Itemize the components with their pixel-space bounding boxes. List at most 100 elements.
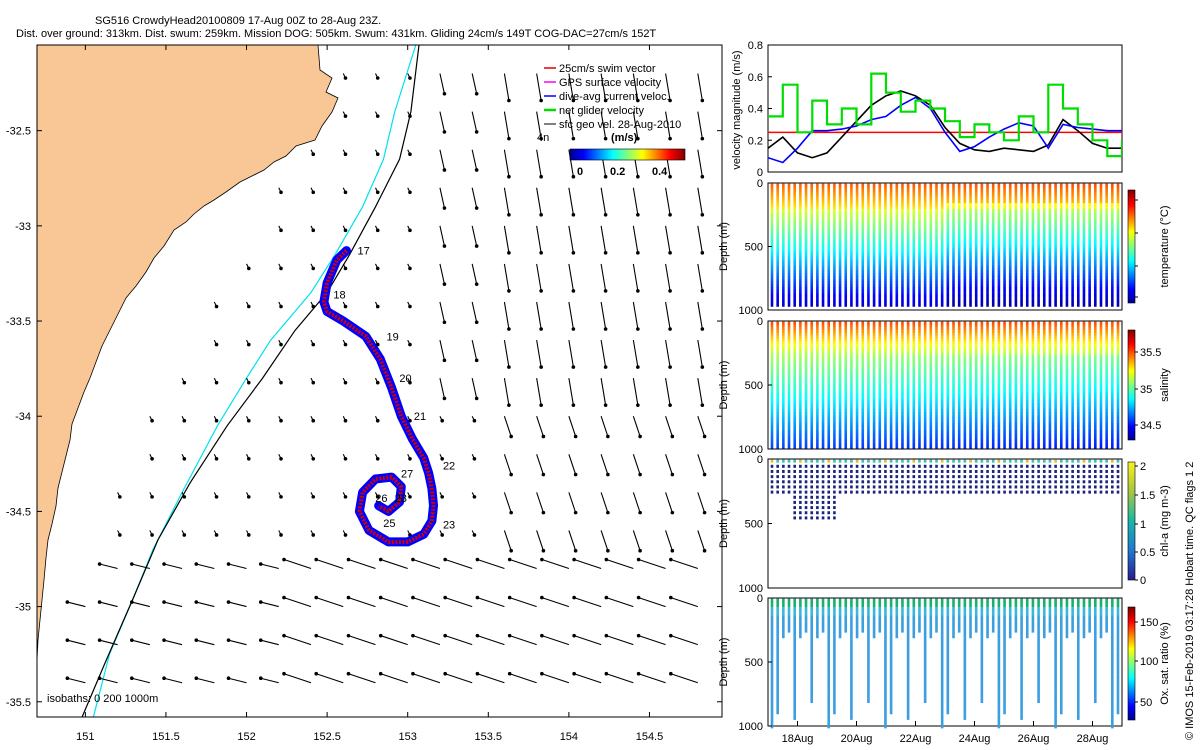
data-point	[1116, 300, 1120, 304]
data-point	[816, 425, 819, 429]
velocity-arrow-head	[668, 289, 672, 293]
data-point	[1082, 245, 1086, 249]
data-point	[946, 194, 950, 198]
data-point	[884, 228, 887, 232]
data-point	[799, 300, 802, 304]
data-point	[918, 358, 921, 362]
data-point	[844, 292, 848, 296]
data-point	[1008, 267, 1012, 271]
data-point	[804, 380, 808, 384]
data-point	[810, 431, 814, 435]
data-point	[918, 267, 921, 271]
data-point	[963, 250, 967, 254]
velocity-arrow-head	[573, 434, 578, 439]
data-point	[1111, 194, 1114, 198]
data-point	[1014, 245, 1018, 249]
data-point	[844, 222, 848, 226]
data-point	[1037, 295, 1040, 299]
data-point	[929, 203, 933, 207]
data-point	[1094, 245, 1097, 249]
data-point	[833, 192, 836, 196]
data-point	[1025, 242, 1029, 246]
data-point	[901, 219, 904, 223]
data-point	[1065, 281, 1069, 285]
data-point	[929, 242, 933, 246]
data-point	[804, 414, 808, 418]
data-point	[1082, 250, 1086, 254]
data-point	[923, 267, 927, 271]
data-point	[1008, 203, 1012, 207]
data-point	[935, 321, 938, 325]
velocity-arrow	[439, 301, 445, 323]
data-point	[980, 284, 984, 288]
data-point	[918, 423, 921, 427]
data-point	[810, 284, 814, 288]
data-point	[940, 408, 944, 412]
surface-velocity-vectors	[65, 73, 707, 684]
data-point	[918, 183, 921, 187]
data-point	[974, 247, 978, 251]
data-point	[770, 335, 774, 339]
data-point	[1020, 233, 1023, 237]
data-point	[793, 205, 796, 209]
data-point	[816, 303, 819, 307]
data-point	[889, 417, 893, 421]
data-point	[895, 259, 899, 263]
data-point	[1048, 231, 1052, 235]
data-point	[1088, 205, 1091, 209]
data-point	[861, 300, 865, 304]
data-point	[844, 189, 848, 193]
data-point	[1105, 236, 1108, 240]
data-point	[867, 330, 870, 334]
velocity-arrow-head	[474, 130, 479, 134]
data-point	[855, 289, 859, 293]
data-point	[804, 341, 808, 345]
data-point	[986, 203, 989, 207]
data-point	[827, 219, 831, 223]
velocity-arrow-head	[475, 671, 480, 676]
data-point	[946, 278, 950, 282]
temperature-y-tick-label: 1000	[739, 305, 763, 317]
data-point	[816, 211, 819, 215]
data-point	[1059, 303, 1063, 307]
data-point	[878, 434, 882, 438]
data-point	[884, 321, 887, 325]
data-point	[833, 219, 836, 223]
data-point	[821, 375, 825, 379]
data-point	[770, 442, 774, 446]
data-point	[838, 386, 842, 390]
velocity-arrow-head	[603, 327, 608, 331]
data-point	[889, 327, 893, 331]
data-point	[1059, 298, 1063, 302]
data-point	[872, 284, 876, 288]
data-point	[1088, 264, 1091, 268]
data-point	[980, 228, 984, 232]
data-point	[850, 437, 853, 441]
data-point	[1003, 247, 1006, 251]
data-point	[1094, 236, 1097, 240]
data-point	[782, 270, 785, 274]
data-point	[1054, 278, 1057, 282]
velocity-y-tick-label: 0.4	[748, 104, 763, 116]
data-point	[889, 300, 893, 304]
data-point	[952, 186, 955, 190]
data-point	[821, 341, 825, 345]
data-point	[782, 245, 785, 249]
data-point	[940, 300, 944, 304]
data-point	[770, 183, 774, 187]
data-point	[833, 281, 836, 285]
data-point	[889, 192, 893, 196]
net-glider-velocity-line	[768, 72, 1122, 158]
data-point	[884, 400, 887, 404]
data-point	[878, 389, 882, 393]
velocity-arrow	[665, 263, 671, 292]
data-point	[861, 211, 865, 215]
velocity-arrow	[196, 677, 215, 684]
data-point	[821, 406, 825, 410]
velocity-arrow	[477, 635, 505, 646]
data-point	[1008, 273, 1012, 277]
data-point	[1048, 253, 1052, 257]
data-point	[952, 275, 955, 279]
data-point	[810, 352, 814, 356]
data-point	[867, 324, 870, 328]
